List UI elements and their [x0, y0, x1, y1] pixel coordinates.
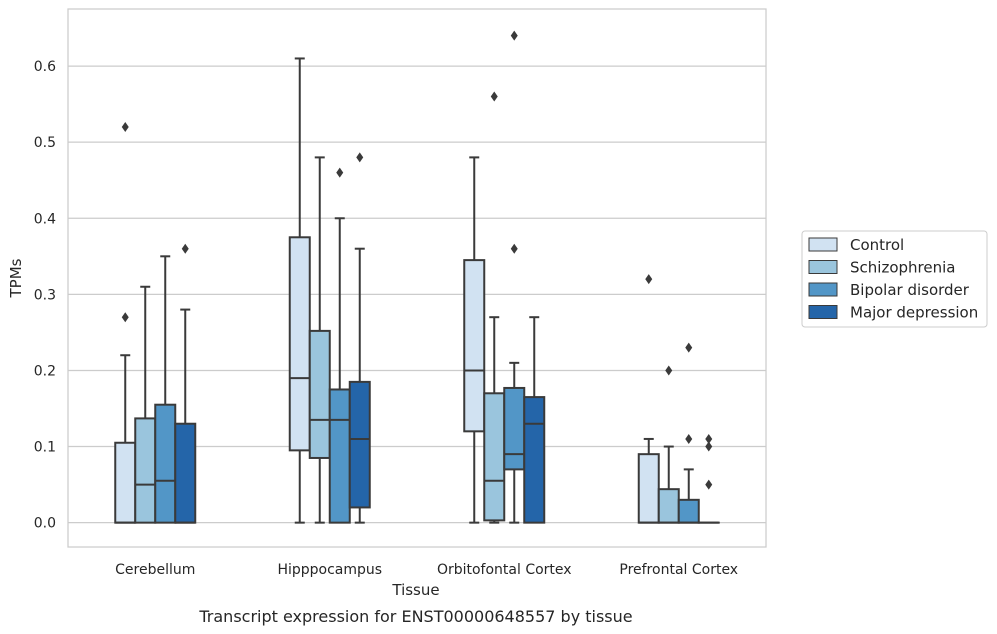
box-body [483, 392, 506, 522]
outlier-point [510, 30, 518, 41]
outlier-point [685, 433, 693, 444]
y-tick-label: 0.5 [34, 135, 56, 151]
legend-swatch [808, 305, 838, 319]
box-body [154, 403, 177, 524]
figure-caption: Transcript expression for ENST0000064855… [198, 607, 632, 626]
box-control [114, 354, 137, 524]
boxes [114, 57, 720, 524]
box-control [637, 437, 660, 524]
legend-frame [801, 230, 988, 328]
x-tick-labels: Cerebellum Hipppocampus Orbitofontal Corte… [115, 562, 738, 578]
legend-label: Major depression [850, 304, 978, 322]
legend: Control Schizophrenia Bipolar disorder Majo… [801, 230, 988, 328]
box-bipolar-disorder [154, 255, 177, 524]
outlier-point [356, 152, 364, 163]
outlier-point [705, 441, 713, 452]
y-tick-label: 0.0 [34, 516, 56, 532]
box-body [288, 236, 311, 452]
plot-area-frame [67, 8, 767, 548]
outlier-point [705, 479, 713, 490]
outlier-point [645, 274, 653, 285]
box-body [523, 396, 546, 524]
box-major-depression [348, 247, 371, 524]
y-axis-title: TPMs [7, 258, 25, 298]
box-body [463, 259, 486, 433]
box-bipolar-disorder [677, 468, 700, 524]
box-schizophrenia [134, 285, 157, 524]
legend-swatch [808, 282, 838, 297]
y-tick-label: 0.2 [34, 363, 56, 379]
x-tick-label: Orbitofontal Cortex [437, 562, 572, 578]
outliers [121, 30, 713, 490]
box-body [677, 498, 700, 524]
x-tick-label: Prefrontal Cortex [619, 562, 738, 578]
legend-label: Schizophrenia [850, 259, 955, 277]
box-body [503, 386, 526, 471]
x-axis-title: Tissue [391, 581, 439, 599]
outlier-point [181, 243, 189, 254]
box-major-depression [523, 316, 546, 524]
legend-swatch [808, 260, 838, 274]
box-control [463, 156, 486, 524]
y-tick-label: 0.4 [34, 211, 56, 227]
box-schizophrenia [308, 156, 331, 524]
box-body [134, 417, 157, 524]
box-body [657, 488, 680, 524]
outlier-point [685, 342, 693, 353]
outlier-point [121, 121, 129, 132]
box-major-depression [174, 308, 197, 524]
box-schizophrenia [483, 316, 506, 524]
y-tick-labels: 0.0 0.1 0.2 0.3 0.4 0.5 0.6 [34, 59, 56, 532]
x-tick-label: Hipppocampus [277, 562, 382, 578]
y-tick-label: 0.6 [34, 59, 56, 75]
box-bipolar-disorder [503, 361, 526, 524]
y-tick-label: 0.1 [34, 440, 56, 456]
outlier-point [121, 312, 129, 323]
legend-swatch [808, 237, 838, 252]
box-body [637, 453, 660, 524]
box-body [348, 380, 371, 509]
outlier-point [510, 243, 518, 254]
y-tick-label: 0.3 [34, 287, 56, 303]
outlier-point [665, 365, 673, 376]
box-body [174, 422, 197, 524]
box-body [114, 441, 137, 524]
box-schizophrenia [657, 445, 680, 524]
box-body [308, 329, 331, 459]
outlier-point [490, 91, 498, 102]
legend-label: Control [850, 236, 904, 254]
x-tick-label: Cerebellum [115, 562, 195, 578]
box-control [288, 57, 311, 524]
outlier-point [336, 167, 344, 178]
legend-label: Bipolar disorder [850, 281, 970, 299]
outlier-point [705, 433, 713, 444]
box-body [328, 388, 351, 524]
